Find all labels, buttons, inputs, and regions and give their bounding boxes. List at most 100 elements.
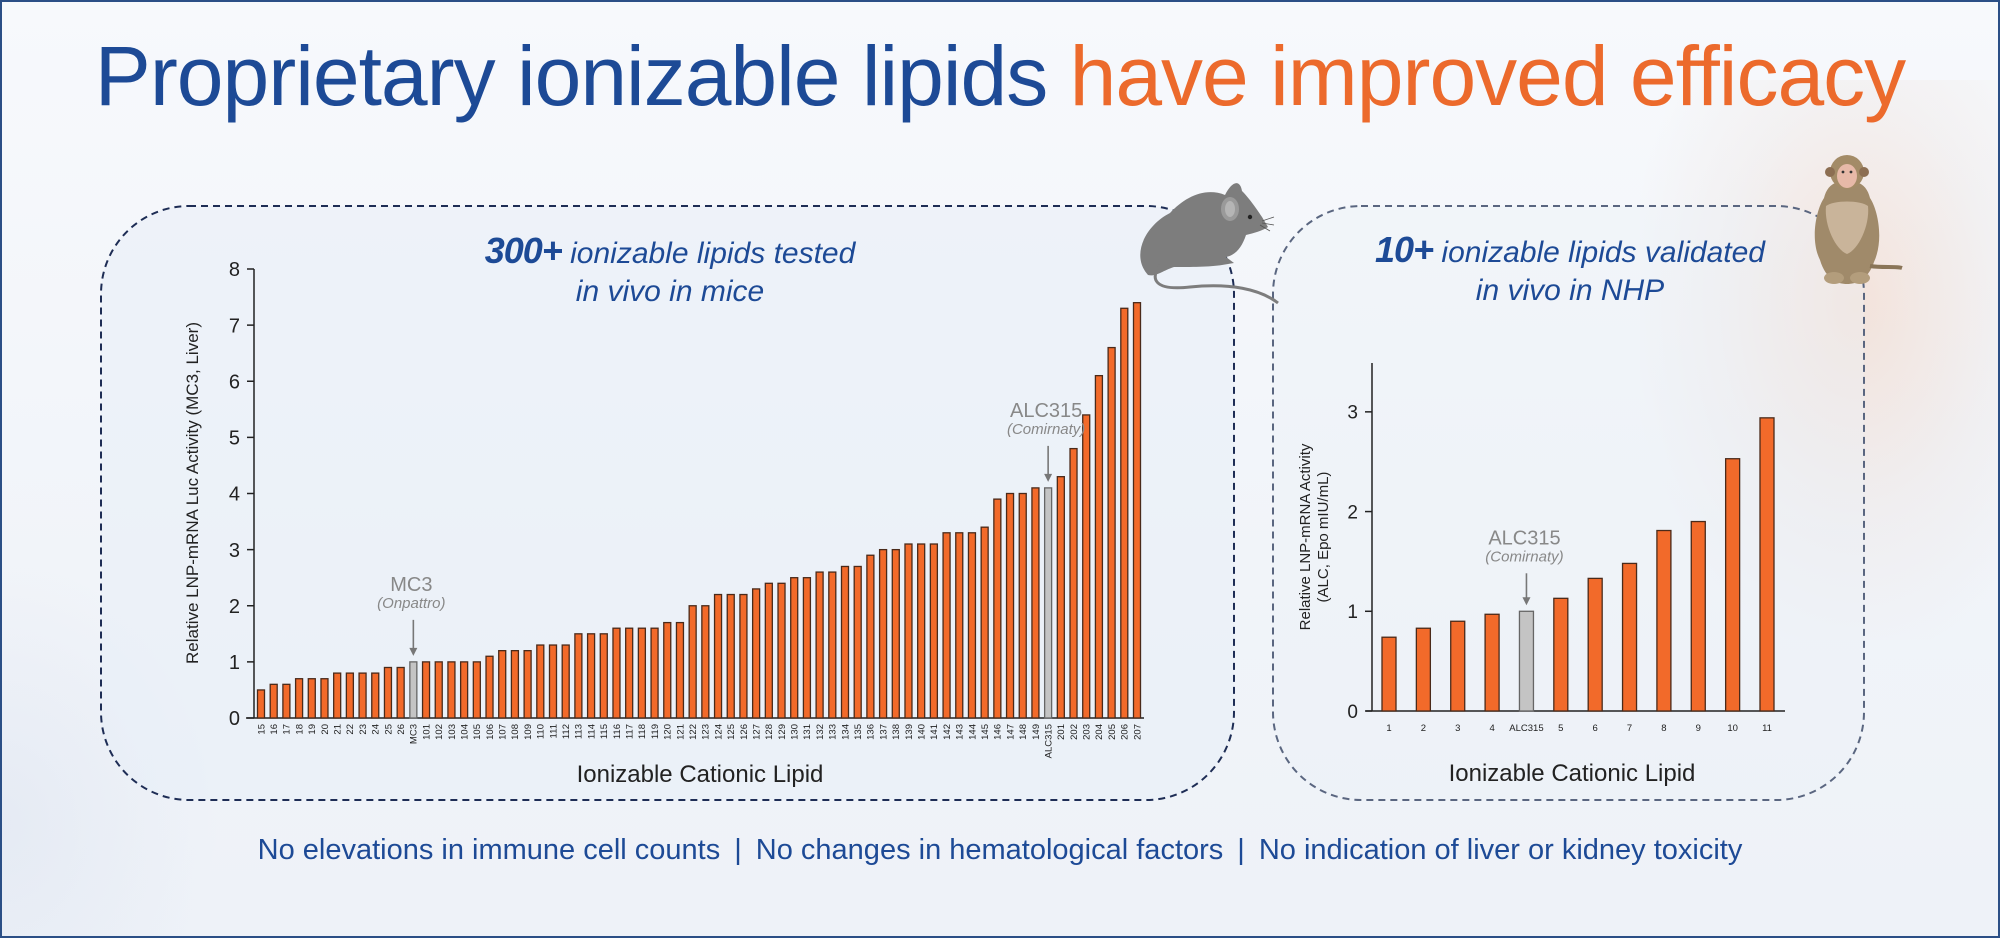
y-tick-label: 0	[1347, 702, 1358, 723]
bar-115	[599, 633, 608, 719]
x-tick-label: 120	[663, 724, 674, 740]
bar-1	[1381, 636, 1397, 712]
footer-item: No changes in hematological factors	[755, 834, 1224, 866]
bar-137	[878, 548, 888, 719]
bar-25	[383, 666, 393, 719]
x-tick-label: 206	[1120, 724, 1131, 740]
bar-128	[764, 582, 773, 719]
bar-126	[739, 593, 748, 719]
x-tick-label: 8	[1661, 723, 1666, 734]
bar-117	[625, 627, 634, 719]
x-tick-label: 104	[459, 724, 470, 740]
x-tick-label: 126	[739, 724, 750, 740]
x-tick-label: 114	[586, 724, 597, 739]
bar-203	[1082, 414, 1091, 719]
bar-120	[663, 621, 672, 719]
bar-134	[840, 565, 850, 719]
x-tick-label: 2	[1421, 723, 1426, 734]
x-tick-label: 142	[942, 724, 953, 740]
right-headline-text: ionizable lipids validated	[1433, 236, 1765, 269]
bar-146	[993, 498, 1002, 719]
bar-206	[1120, 307, 1129, 719]
x-tick-label: 25	[383, 724, 394, 735]
annotation-sublabel: (Onpattro)	[377, 595, 445, 612]
x-tick-label: 105	[472, 724, 483, 740]
bar-112	[561, 644, 570, 719]
x-tick-label: 128	[764, 724, 775, 740]
bar-145	[980, 526, 989, 719]
x-tick-label: 116	[612, 724, 623, 739]
x-tick-label: 18	[294, 724, 305, 735]
left-y-axis-title: Relative LNP-mRNA Luc Activity (MC3, Liv…	[183, 322, 202, 664]
x-tick-label: 22	[345, 724, 356, 735]
bar-144	[967, 532, 977, 719]
annotation-arrowhead	[409, 647, 418, 656]
left-headline-count: 300+	[484, 230, 563, 271]
x-tick-label: 119	[650, 724, 661, 739]
left-panel-headline: 300+ ionizable lipids tested in vivo in …	[420, 232, 920, 311]
x-tick-label: 204	[1094, 724, 1105, 740]
bar-141	[929, 543, 939, 719]
x-tick-label: ALC315	[1509, 723, 1543, 734]
x-tick-label: 135	[853, 724, 864, 740]
x-tick-label: 3	[1455, 723, 1460, 734]
bar-10	[1724, 458, 1741, 712]
x-tick-label: 23	[358, 724, 369, 735]
bar-103	[447, 661, 456, 719]
monkey-icon	[1814, 155, 1903, 284]
bar-109	[523, 650, 532, 719]
bar-ALC315	[1043, 487, 1053, 719]
bar-148	[1018, 492, 1027, 719]
x-tick-label: 143	[955, 724, 966, 740]
bar-140	[917, 543, 926, 719]
annotation-sublabel: (Comirnaty)	[1485, 548, 1563, 565]
page-title: Proprietary ionizable lipids have improv…	[0, 28, 2000, 125]
x-tick-label: 118	[637, 724, 648, 739]
x-tick-label: 10	[1727, 723, 1738, 734]
x-tick-label: 109	[523, 724, 534, 740]
y-tick-label: 3	[1347, 403, 1358, 424]
x-tick-label: 129	[777, 724, 788, 740]
bar-118	[637, 627, 647, 719]
title-part-blue: Proprietary ionizable lipids	[94, 29, 1048, 123]
footer-item: No elevations in immune cell counts	[257, 834, 721, 866]
bar-23	[358, 672, 367, 719]
left-panel-border	[100, 205, 1235, 801]
bar-124	[713, 593, 723, 719]
bar-21	[333, 672, 342, 719]
bar-143	[955, 532, 964, 719]
x-tick-label: 7	[1627, 723, 1632, 734]
bar-MC3	[409, 661, 418, 719]
annotation-sublabel: (Comirnaty)	[1007, 421, 1085, 438]
bar-116	[612, 627, 621, 719]
bar-136	[866, 554, 875, 719]
bar-138	[891, 548, 900, 719]
bar-119	[650, 627, 659, 719]
x-tick-label: 147	[1005, 724, 1016, 740]
bar-129	[777, 582, 786, 719]
x-tick-label: 110	[536, 724, 547, 739]
bar-6	[1587, 577, 1603, 712]
bar-139	[904, 543, 913, 719]
x-tick-label: ALC315	[1043, 724, 1054, 758]
x-tick-label: 207	[1132, 724, 1143, 740]
bar-5	[1553, 597, 1569, 712]
y-tick-label: 8	[229, 259, 240, 281]
bar-106	[485, 655, 494, 719]
bar-125	[726, 593, 735, 719]
bar-15	[256, 689, 266, 719]
bar-24	[371, 672, 380, 719]
y-tick-label: 6	[229, 371, 240, 393]
y-tick-label: 4	[229, 484, 240, 506]
x-tick-label: 19	[307, 724, 318, 735]
bar-ALC315	[1518, 610, 1535, 712]
x-tick-label: 101	[421, 724, 432, 740]
right-y-axis-title-line2: (ALC, Epo mIU/mL)	[1315, 472, 1332, 603]
x-tick-label: 148	[1018, 724, 1029, 740]
x-tick-label: 15	[256, 724, 267, 735]
bar-11	[1759, 417, 1775, 712]
bar-114	[586, 633, 596, 719]
x-tick-label: 132	[815, 724, 826, 740]
x-tick-label: 1	[1386, 723, 1391, 734]
bar-107	[498, 650, 507, 719]
